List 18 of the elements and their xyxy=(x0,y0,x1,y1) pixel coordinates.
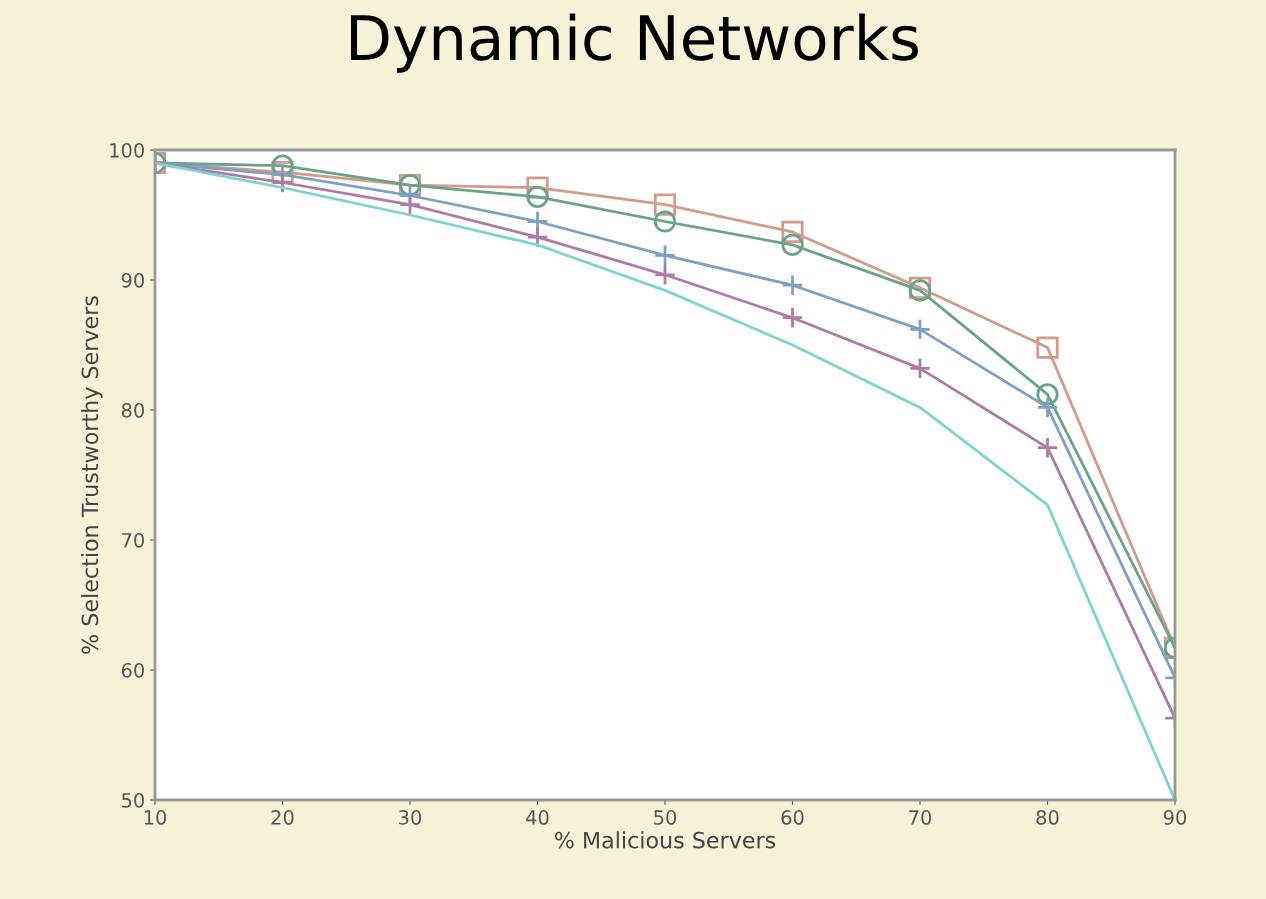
y-axis-title: % Selection Trustworthy Servers xyxy=(81,296,103,654)
y-tick-label: 70 xyxy=(122,532,144,548)
x-tick-label: 60 xyxy=(781,810,804,825)
y-tick-label: 90 xyxy=(121,272,144,288)
x-axis-title: % Malicious Servers xyxy=(554,831,776,849)
x-tick-label: 70 xyxy=(909,810,932,825)
x-tick-label: 40 xyxy=(526,810,549,825)
x-tick-label: 10 xyxy=(144,810,167,825)
x-tick-label: 80 xyxy=(1036,810,1059,825)
y-tick-label: 80 xyxy=(121,402,144,418)
chart-title: Dynamic Networks xyxy=(351,13,918,73)
x-tick-label: 30 xyxy=(399,810,422,825)
y-tick-label: 50 xyxy=(122,792,144,808)
x-tick-label: 90 xyxy=(1163,810,1187,825)
y-tick-label: 60 xyxy=(121,662,144,678)
y-tick-label: 100 xyxy=(110,142,144,158)
x-tick-label: 50 xyxy=(654,810,677,825)
x-tick-label: 20 xyxy=(271,810,294,825)
